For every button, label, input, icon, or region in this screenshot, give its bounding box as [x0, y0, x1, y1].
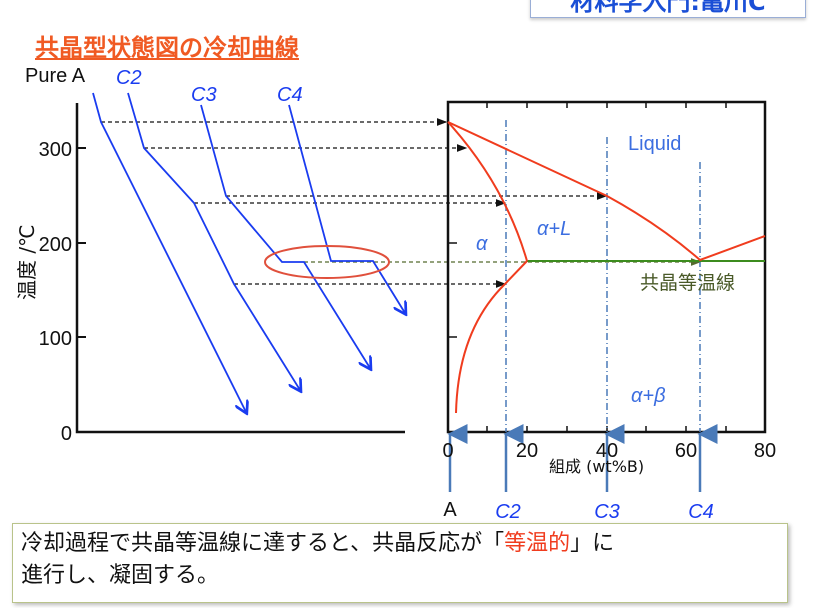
- eutectic-highlight-ellipse: [264, 245, 390, 279]
- region-alpha-beta: α+β: [631, 385, 666, 407]
- x-axis-label: 組成 (wt%B): [549, 457, 644, 476]
- note-text-1: 冷却過程で共晶等温線に達すると、共晶反応が「: [21, 531, 505, 556]
- region-alpha-liquid: α+L: [537, 218, 571, 240]
- liquidus-line: [447, 121, 766, 262]
- solidus-line: [447, 121, 528, 262]
- y-tick-0: 0: [61, 423, 72, 445]
- cooling-axes: [75, 103, 405, 434]
- curve-pure-a: [92, 92, 246, 412]
- y-tick-100: 100: [39, 328, 72, 350]
- comp-c3: C3: [594, 501, 620, 523]
- slide-title: 共晶型状態図の冷却曲線: [35, 34, 299, 62]
- label-c3: C3: [191, 84, 217, 106]
- comp-a: A: [443, 499, 457, 521]
- y-tick-200: 200: [39, 234, 72, 256]
- x-tick-20: 20: [516, 440, 538, 462]
- label-c2: C2: [116, 67, 142, 89]
- explanation-box: 冷却過程で共晶等温線に達すると、共晶反応が「等温的」に 進行し、凝固する。: [12, 523, 788, 603]
- x-tick-80: 80: [754, 440, 776, 462]
- curve-c4: [288, 104, 405, 313]
- label-c4: C4: [277, 84, 303, 106]
- solvus-line: [455, 260, 528, 414]
- course-header: 材料学入門:亀川C: [530, 0, 806, 18]
- label-pure-a: Pure A: [25, 65, 86, 87]
- region-liquid: Liquid: [628, 133, 681, 155]
- comp-c2: C2: [495, 501, 521, 523]
- comp-c4: C4: [688, 501, 714, 523]
- y-tick-300: 300: [39, 139, 72, 161]
- curve-c3: [200, 104, 370, 368]
- note-highlight: 等温的: [504, 531, 571, 556]
- curve-c2: [127, 92, 300, 390]
- note-line-2: 進行し、凝固する。: [21, 563, 220, 588]
- eutectic-label: 共晶等温線: [640, 272, 735, 294]
- x-tick-40: 40: [596, 440, 618, 462]
- x-tick-60: 60: [675, 440, 697, 462]
- x-tick-0: 0: [442, 440, 453, 462]
- y-axis-label: 温度 /℃: [15, 224, 39, 300]
- region-alpha: α: [476, 233, 488, 255]
- note-text-2: 」に: [570, 531, 615, 556]
